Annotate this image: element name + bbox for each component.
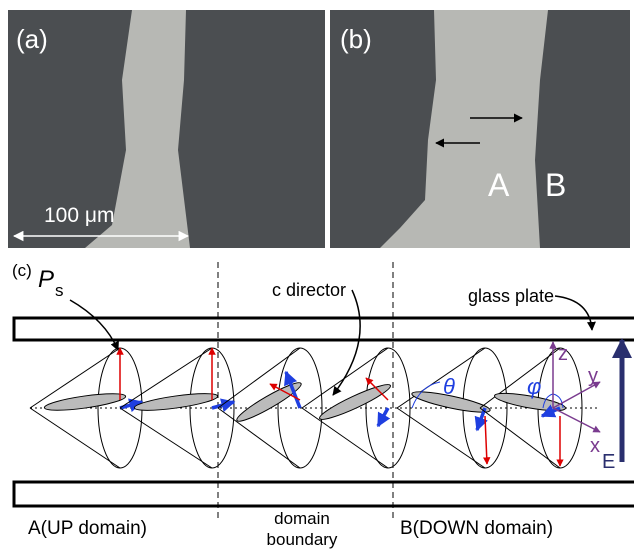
label: glass plate — [468, 286, 554, 306]
label: φ — [527, 374, 541, 399]
cone-edge — [218, 408, 300, 468]
label: (b) — [340, 24, 372, 54]
label: boundary — [267, 530, 338, 549]
figure: (a) 100 μm (b) A B (c) P s c director gl… — [0, 0, 634, 554]
shape — [333, 290, 360, 395]
molecule — [134, 390, 219, 414]
shape — [14, 318, 634, 340]
cone-edge — [302, 408, 388, 468]
shape — [555, 296, 592, 330]
molecule — [44, 390, 127, 413]
shape — [14, 482, 634, 506]
cone-edge — [30, 408, 120, 468]
label: A — [488, 167, 510, 203]
shape — [70, 300, 118, 350]
label: s — [55, 281, 64, 300]
label: x — [590, 435, 600, 457]
label: B(DOWN domain) — [400, 518, 553, 539]
label: P — [38, 266, 54, 293]
label: B — [545, 167, 566, 203]
cone-edge — [120, 408, 212, 468]
label: (a) — [16, 24, 48, 54]
label: c director — [272, 280, 346, 300]
label: y — [588, 365, 598, 387]
label: θ — [443, 374, 455, 399]
c-director — [378, 408, 388, 426]
label: A(UP domain) — [28, 518, 147, 539]
label: (c) — [12, 261, 32, 280]
c-director — [212, 402, 234, 408]
panel-a: (a) 100 μm — [8, 10, 325, 248]
polarization — [485, 416, 487, 464]
label: E — [602, 451, 615, 473]
label: z — [558, 343, 568, 365]
label: domain — [274, 509, 330, 528]
cone-edge — [397, 408, 485, 468]
label: 100 μm — [44, 204, 114, 227]
panel-b: (b) A B — [330, 10, 630, 248]
molecule — [234, 378, 304, 425]
